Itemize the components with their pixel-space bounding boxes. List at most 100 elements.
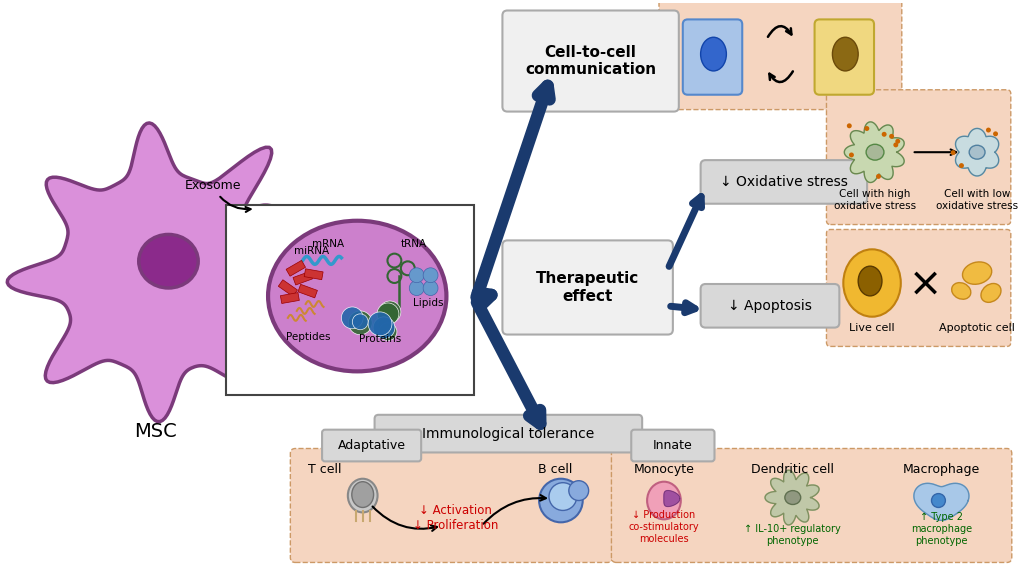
Circle shape bbox=[549, 483, 577, 511]
Text: Peptides: Peptides bbox=[286, 332, 331, 342]
Circle shape bbox=[568, 481, 589, 500]
FancyBboxPatch shape bbox=[700, 160, 867, 204]
Text: Lipids: Lipids bbox=[413, 298, 443, 308]
Circle shape bbox=[847, 123, 852, 128]
Circle shape bbox=[352, 314, 369, 330]
Text: Cell with low
oxidative stress: Cell with low oxidative stress bbox=[936, 189, 1018, 211]
FancyBboxPatch shape bbox=[683, 19, 742, 95]
Circle shape bbox=[932, 494, 945, 507]
Text: MSC: MSC bbox=[134, 422, 177, 441]
Text: B cell: B cell bbox=[538, 463, 572, 476]
Ellipse shape bbox=[844, 249, 901, 317]
Circle shape bbox=[539, 479, 583, 523]
Text: Cell-to-cell
communication: Cell-to-cell communication bbox=[525, 45, 656, 77]
Text: Adaptative: Adaptative bbox=[338, 439, 406, 452]
Text: Immunological tolerance: Immunological tolerance bbox=[422, 427, 595, 441]
Circle shape bbox=[423, 268, 438, 283]
Circle shape bbox=[864, 126, 869, 131]
Ellipse shape bbox=[246, 204, 286, 236]
Circle shape bbox=[348, 311, 372, 335]
Text: Proteins: Proteins bbox=[359, 333, 401, 344]
FancyBboxPatch shape bbox=[700, 284, 840, 328]
Text: tRNA: tRNA bbox=[400, 239, 427, 249]
Ellipse shape bbox=[951, 283, 971, 299]
Text: ↓ Oxidative stress: ↓ Oxidative stress bbox=[720, 175, 848, 189]
Circle shape bbox=[876, 174, 881, 179]
Text: Monocyte: Monocyte bbox=[634, 463, 694, 476]
Circle shape bbox=[341, 307, 364, 329]
FancyBboxPatch shape bbox=[611, 449, 1012, 562]
Circle shape bbox=[379, 323, 397, 341]
Circle shape bbox=[373, 317, 395, 339]
Text: Exosome: Exosome bbox=[184, 179, 251, 212]
FancyBboxPatch shape bbox=[659, 0, 902, 110]
Polygon shape bbox=[913, 483, 969, 520]
Text: mRNA: mRNA bbox=[311, 239, 344, 249]
Text: ↑ Type 2
macrophage
phenotype: ↑ Type 2 macrophage phenotype bbox=[911, 512, 972, 546]
Circle shape bbox=[369, 312, 392, 336]
Text: ↓ Apoptosis: ↓ Apoptosis bbox=[728, 299, 812, 313]
Text: Dendritic cell: Dendritic cell bbox=[752, 463, 835, 476]
Circle shape bbox=[378, 318, 392, 332]
FancyBboxPatch shape bbox=[375, 415, 642, 453]
FancyBboxPatch shape bbox=[826, 90, 1011, 224]
Text: Innate: Innate bbox=[653, 439, 693, 452]
Ellipse shape bbox=[784, 491, 801, 504]
Ellipse shape bbox=[963, 262, 991, 285]
Circle shape bbox=[410, 268, 424, 283]
Polygon shape bbox=[286, 260, 305, 276]
Ellipse shape bbox=[268, 221, 446, 371]
Polygon shape bbox=[293, 272, 312, 285]
Circle shape bbox=[377, 303, 399, 325]
Circle shape bbox=[849, 152, 854, 157]
Text: ↓ Activation
↓ Proliferation: ↓ Activation ↓ Proliferation bbox=[413, 504, 499, 532]
Circle shape bbox=[950, 150, 955, 155]
Ellipse shape bbox=[138, 235, 199, 288]
Polygon shape bbox=[281, 293, 299, 303]
Text: T cell: T cell bbox=[308, 463, 342, 476]
Polygon shape bbox=[298, 285, 317, 298]
Ellipse shape bbox=[700, 37, 726, 71]
FancyBboxPatch shape bbox=[323, 429, 421, 461]
FancyBboxPatch shape bbox=[226, 204, 474, 395]
Polygon shape bbox=[765, 470, 819, 525]
Text: Therapeutic
effect: Therapeutic effect bbox=[536, 272, 639, 304]
Circle shape bbox=[895, 139, 900, 144]
Ellipse shape bbox=[969, 145, 985, 159]
Text: Macrophage: Macrophage bbox=[903, 463, 980, 476]
Circle shape bbox=[889, 134, 894, 139]
Ellipse shape bbox=[858, 266, 882, 296]
Text: ↑ IL-10+ regulatory
phenotype: ↑ IL-10+ regulatory phenotype bbox=[744, 524, 841, 546]
Ellipse shape bbox=[866, 144, 884, 160]
Circle shape bbox=[379, 301, 400, 323]
Circle shape bbox=[959, 163, 964, 168]
Ellipse shape bbox=[348, 479, 378, 512]
Polygon shape bbox=[7, 123, 321, 421]
Ellipse shape bbox=[352, 482, 374, 507]
Ellipse shape bbox=[981, 283, 1001, 302]
Text: miRNA: miRNA bbox=[294, 247, 329, 256]
Polygon shape bbox=[279, 280, 297, 296]
Polygon shape bbox=[845, 122, 904, 182]
Text: Live cell: Live cell bbox=[849, 323, 895, 332]
Circle shape bbox=[410, 281, 424, 295]
Polygon shape bbox=[664, 491, 680, 507]
Polygon shape bbox=[955, 128, 998, 176]
FancyBboxPatch shape bbox=[291, 449, 612, 562]
FancyBboxPatch shape bbox=[826, 229, 1011, 346]
Circle shape bbox=[882, 132, 887, 137]
Text: Cell with high
oxidative stress: Cell with high oxidative stress bbox=[834, 189, 916, 211]
Polygon shape bbox=[304, 269, 324, 279]
FancyBboxPatch shape bbox=[631, 429, 715, 461]
Circle shape bbox=[423, 281, 438, 295]
Circle shape bbox=[986, 128, 991, 132]
Text: ↓ Production
co-stimulatory
molecules: ↓ Production co-stimulatory molecules bbox=[629, 511, 699, 544]
Ellipse shape bbox=[647, 482, 681, 519]
FancyBboxPatch shape bbox=[503, 240, 673, 335]
Ellipse shape bbox=[833, 37, 858, 71]
Text: Apoptotic cell: Apoptotic cell bbox=[939, 323, 1015, 332]
FancyBboxPatch shape bbox=[503, 10, 679, 111]
Circle shape bbox=[993, 131, 998, 136]
FancyBboxPatch shape bbox=[814, 19, 874, 95]
Circle shape bbox=[893, 143, 898, 147]
